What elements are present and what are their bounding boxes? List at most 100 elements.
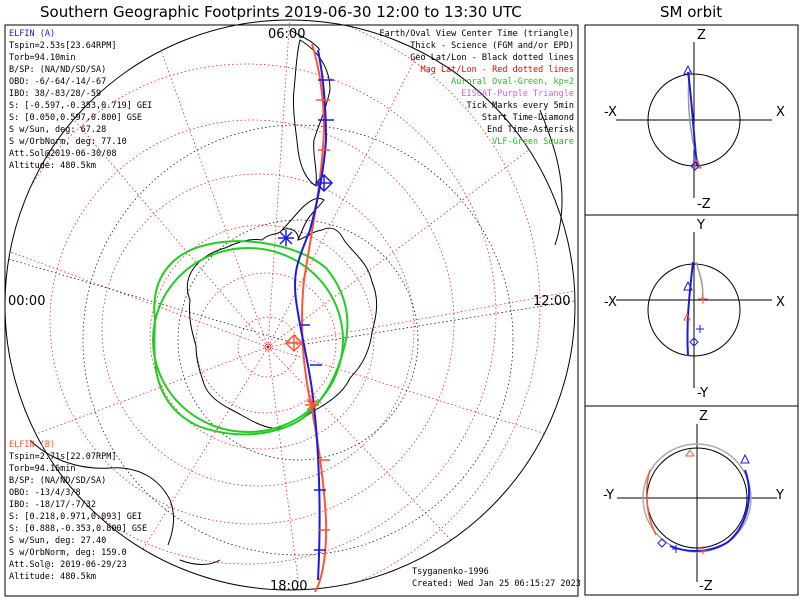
elfin-b-line: B/SP: (NA/ND/SD/SA) [9, 476, 106, 486]
orbit-path-gray [642, 443, 752, 553]
mag-lat-circle [195, 272, 337, 414]
australia-outline [29, 439, 175, 546]
created-label: Created: Wed Jan 25 06:15:27 2023 [412, 579, 581, 589]
model-label: Tsyganenko-1996 [412, 567, 489, 577]
mag-lon-line [267, 346, 471, 561]
mag-lon-line [267, 20, 291, 348]
antarctic-peninsula [281, 197, 325, 241]
mag-lat-circle [5, 20, 541, 590]
elfin-b-track [301, 43, 328, 593]
elfin-a-orbit [669, 469, 751, 552]
time-label-left: 00:00 [8, 294, 45, 309]
axis-label-top: Z [697, 28, 706, 43]
elfin-a-line: S: [0.050,0.597,0.800] GSE [9, 113, 142, 123]
elfin-a-line: Altitude: 480.5km [9, 161, 96, 171]
elfin-a-triangle [683, 280, 693, 291]
auroral-oval-inner [152, 247, 344, 433]
axis-label-bottom: -Z [699, 579, 713, 594]
elfin-b-end-asterisk [305, 398, 319, 412]
geo-lat-circle [82, 124, 514, 556]
elfin-b-orbit [645, 469, 657, 536]
legend-item: Mag Lat/Lon - Red dotted lines [420, 65, 574, 75]
elfin-b-line: S w/Sun, deg: 27.40 [9, 536, 106, 546]
elfin-a-diamond [689, 337, 699, 347]
elfin-b-line: Tspin=2.71s[22.07RPM] [9, 452, 116, 462]
mag-lon-line [267, 346, 301, 590]
elfin-a-end-asterisk [278, 230, 294, 246]
elfin-a-start-diamond [314, 173, 334, 193]
mag-lon-line [19, 346, 269, 441]
auroral-oval-outer [153, 240, 349, 436]
elfin-b-asterisk [698, 294, 708, 304]
mag-lon-line [267, 29, 431, 348]
elfin-b-line: S: [0.888,-0.353,0.800] GSE [9, 524, 147, 534]
orbit-path-gray [695, 261, 704, 301]
orbit-title: SM orbit [660, 3, 722, 21]
elfin-a-name: ELFIN (A) [9, 29, 55, 39]
orbit-panels-frame [584, 24, 799, 596]
axis-label-top: Y [696, 218, 705, 233]
legend-item: Earth/Oval View Center Time (triangle) [380, 29, 574, 39]
legend-item: Auroral Oval-Green, kp=2 [451, 77, 574, 87]
legend: Earth/Oval View Center Time (triangle) T… [380, 29, 574, 147]
axis-label-bottom: -Z [697, 197, 711, 212]
elfin-b-line: Torb=94.16min [9, 464, 76, 474]
elfin-b-line: OBO: -13/4/3/8 [9, 488, 81, 498]
globe-outline [4, 19, 576, 591]
mag-lon-line [149, 20, 269, 348]
elfin-a-line: IBO: 38/-83/28/-59 [9, 89, 101, 99]
legend-item: Thick - Science (FGM and/or EPD) [410, 41, 574, 51]
globe [4, 19, 576, 593]
elfin-a-line: OBO: -6/-64/-14/-67 [9, 77, 106, 87]
elfin-a-asterisk [672, 545, 680, 553]
axis-label-right: X [776, 295, 785, 310]
legend-item: End Time-Asterisk [487, 125, 574, 135]
axis-label-right: Y [775, 488, 784, 503]
elfin-a-orbit [686, 261, 694, 357]
mag-lon-line [267, 289, 575, 348]
coast-line [289, 29, 321, 51]
elfin-a-track [294, 49, 328, 581]
africa-outline [539, 109, 563, 246]
elfin-b-start-diamond [284, 333, 304, 353]
elfin-a-orbit [687, 71, 698, 167]
elfin-b-triangle [685, 449, 695, 457]
elfin-b-line: Att.Sol@: 2019-06-29/23 [9, 560, 127, 570]
elfin-a-diamond [690, 161, 700, 171]
time-label-right: 12:00 [533, 294, 570, 309]
mag-lon-line [5, 249, 269, 348]
elfin-a-asterisk [696, 325, 704, 333]
elfin-a-line: Att.Sol@2019-06-30/08 [9, 149, 116, 159]
elfin-a-line: Tspin=2.53s[23.64RPM] [9, 41, 116, 51]
mag-lat-circle [149, 224, 375, 450]
geo-lon-line [299, 299, 575, 346]
mag-lat-circle [101, 173, 415, 487]
elfin-b-line: Altitude: 480.5km [9, 572, 96, 582]
mag-lon-line [129, 346, 269, 571]
figure-title: Southern Geographic Footprints 2019-06-3… [40, 3, 522, 21]
elfin-b-line: IBO: -18/17/-7/32 [9, 500, 96, 510]
axis-label-left: -X [604, 105, 617, 120]
elfin-a-line: S w/OrbNorm, deg: 77.10 [9, 137, 127, 147]
orbit-panel-xy: Y -Y -X X [604, 218, 785, 401]
legend-item: EISCAT-Purple Triangle [461, 89, 574, 99]
new-zealand-outline [179, 559, 221, 565]
geo-lon-line [5, 257, 301, 346]
time-label-top: 06:00 [268, 27, 305, 42]
elfin-a-triangle [683, 64, 693, 75]
axis-label-bottom: -Y [697, 386, 708, 401]
mag-lon-line [39, 79, 269, 348]
elfin-b-info: ELFIN (B) Tspin=2.71s[22.07RPM] Torb=94.… [9, 440, 147, 582]
legend-item: Geo Lat/Lon - Black dotted lines [410, 53, 574, 63]
orbit-panels: Z -Z -X X Y -Y -X X [584, 24, 799, 596]
axis-label-left: -Y [603, 488, 614, 503]
elfin-b-line: S: [0.218,0.971,0.093] GEI [9, 512, 142, 522]
legend-item: Start Time-Diamond [482, 113, 574, 123]
orbit-panel-xz: Z -Z -X X [604, 28, 785, 212]
elfin-a-diamond [657, 538, 667, 548]
elfin-a-line: B/SP: (NA/ND/SD/SA) [9, 65, 106, 75]
legend-item: VLF-Green Square [492, 137, 574, 147]
elfin-b-asterisk [699, 546, 707, 554]
legend-item: Tick Marks every 5min [467, 101, 574, 111]
